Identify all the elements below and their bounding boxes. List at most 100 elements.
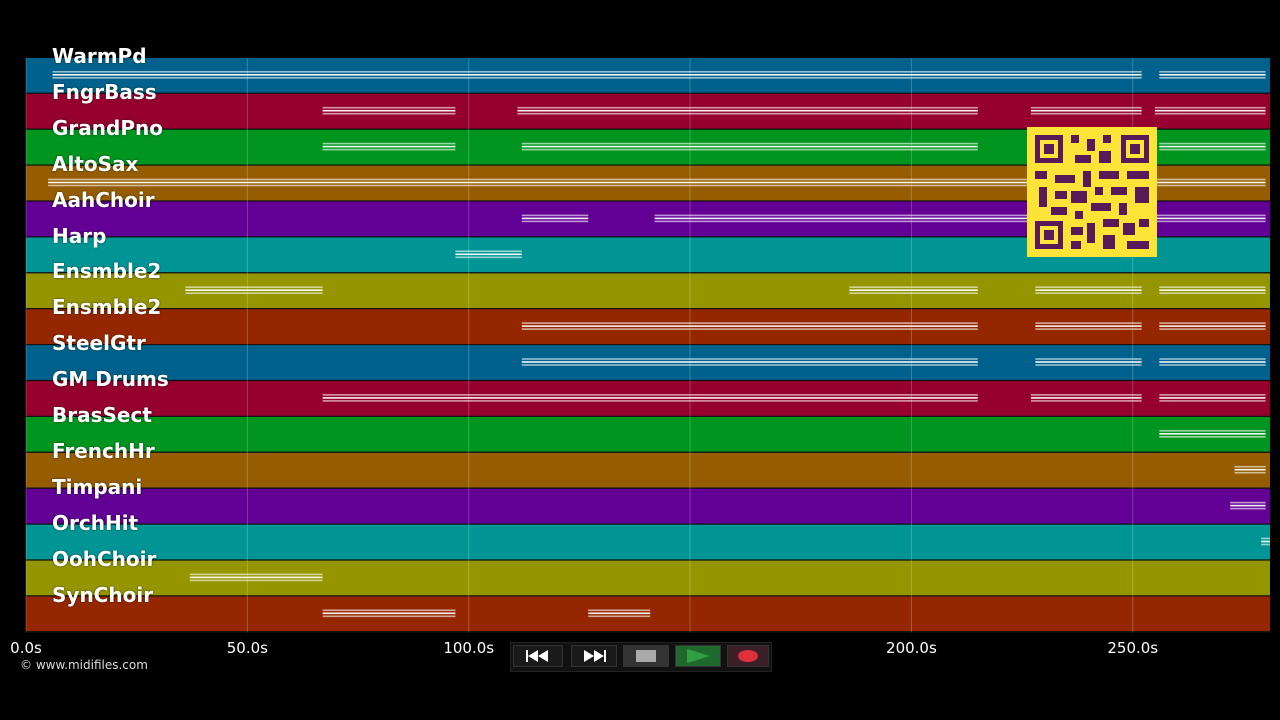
note-bar — [654, 214, 1266, 217]
note-bar — [455, 250, 522, 253]
track-label: Ensmble2 — [52, 259, 162, 284]
note-bar — [48, 181, 1266, 184]
note-bar — [1030, 106, 1142, 109]
play-button[interactable] — [675, 645, 721, 667]
fast-forward-button[interactable] — [571, 645, 617, 667]
note-bar — [1261, 537, 1270, 540]
note-bar — [521, 328, 978, 330]
note-bar — [1030, 397, 1142, 399]
note-bar — [521, 142, 978, 145]
note-bar — [322, 609, 456, 612]
rewind-icon — [526, 650, 548, 662]
record-button[interactable] — [727, 645, 769, 667]
note-bar — [48, 178, 1266, 181]
note-bar — [48, 184, 1266, 187]
time-tick-label: 200.0s — [886, 639, 937, 657]
note-bar — [455, 253, 522, 256]
note-bar — [1030, 112, 1142, 115]
track-label: AltoSax — [52, 151, 139, 176]
note-bar — [1035, 361, 1142, 363]
note-bar — [521, 217, 589, 220]
track-label: SteelGtr — [52, 331, 146, 356]
note-bar — [849, 289, 978, 291]
note-bar — [521, 145, 978, 148]
note-bar — [517, 112, 978, 115]
rewind-button[interactable] — [513, 645, 563, 667]
track-label: WarmPd — [52, 44, 147, 68]
note-bar — [322, 400, 978, 402]
note-bar — [1030, 394, 1142, 396]
note-bar — [1035, 292, 1142, 294]
note-bar — [588, 615, 651, 618]
note-bar — [1035, 364, 1142, 366]
record-icon — [738, 650, 758, 662]
note-bar — [322, 145, 456, 148]
note-bar — [1159, 292, 1266, 294]
note-bar — [1234, 468, 1266, 471]
qr-code-icon — [1035, 135, 1149, 249]
track-label: Timpani — [52, 474, 143, 499]
track-band — [26, 417, 1270, 452]
note-bar — [322, 148, 456, 151]
note-bar — [1159, 322, 1266, 324]
note-bar — [521, 361, 978, 363]
qr-code — [1027, 127, 1157, 257]
track-label: BrasSect — [52, 403, 152, 427]
note-bar — [1159, 364, 1266, 366]
note-bar — [1159, 400, 1266, 402]
track-label: FrenchHr — [52, 438, 155, 463]
note-bar — [322, 106, 456, 109]
note-bar — [654, 217, 1266, 220]
note-bar — [1230, 501, 1266, 504]
note-bar — [521, 325, 978, 327]
note-bar — [1159, 436, 1266, 438]
track-band — [26, 524, 1270, 560]
note-bar — [521, 148, 978, 151]
note-bar — [322, 112, 456, 115]
note-bar — [1035, 286, 1142, 288]
note-bar — [1035, 289, 1142, 291]
note-bar — [849, 292, 978, 294]
note-bar — [1159, 77, 1266, 79]
transport-controls — [510, 642, 772, 672]
note-bar — [455, 256, 522, 259]
note-bar — [189, 576, 323, 579]
time-tick-label: 100.0s — [443, 639, 495, 657]
note-bar — [185, 286, 323, 288]
note-bar — [521, 364, 978, 366]
note-bar — [322, 142, 456, 145]
note-bar — [1154, 109, 1266, 112]
note-bar — [654, 220, 1266, 223]
note-bar — [189, 579, 323, 582]
note-bar — [1159, 361, 1266, 363]
track-label: OohChoir — [52, 546, 157, 571]
note-bar — [1159, 145, 1266, 148]
note-bar — [322, 397, 978, 399]
note-bar — [1261, 540, 1270, 543]
note-bar — [1030, 109, 1142, 112]
fast-forward-icon — [584, 650, 606, 662]
note-bar — [185, 292, 323, 294]
note-bar — [1159, 289, 1266, 291]
track-label: FngrBass — [52, 79, 157, 104]
note-bar — [1154, 106, 1266, 109]
play-icon — [687, 649, 710, 663]
track-label: GM Drums — [52, 367, 169, 392]
note-bar — [1159, 286, 1266, 288]
note-bar — [322, 394, 978, 396]
note-bar — [322, 109, 456, 112]
track-band — [26, 452, 1270, 488]
note-bar — [1035, 358, 1142, 360]
stop-button[interactable] — [623, 645, 669, 667]
note-bar — [1230, 504, 1266, 507]
track-label: Harp — [52, 223, 107, 248]
note-bar — [1159, 325, 1266, 327]
track-label: Ensmble2 — [52, 295, 162, 320]
note-bar — [1234, 471, 1266, 474]
note-bar — [1035, 328, 1142, 330]
note-bar — [1035, 325, 1142, 327]
note-bar — [1030, 400, 1142, 402]
note-bar — [1035, 322, 1142, 324]
note-bar — [1159, 328, 1266, 330]
note-bar — [52, 77, 1142, 79]
